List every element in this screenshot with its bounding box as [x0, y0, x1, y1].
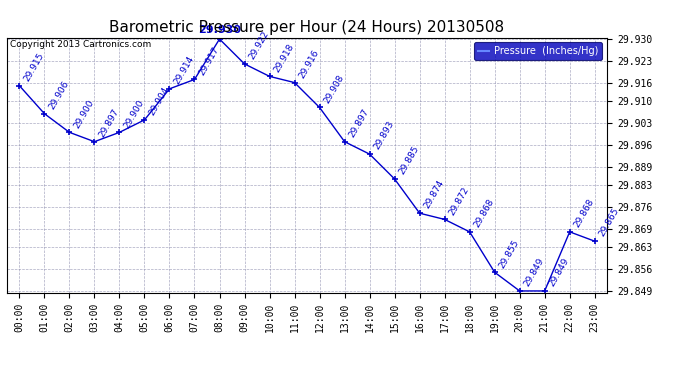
- Text: 29.855: 29.855: [497, 238, 521, 270]
- Text: 29.930: 29.930: [198, 25, 241, 35]
- Text: Copyright 2013 Cartronics.com: Copyright 2013 Cartronics.com: [10, 40, 151, 49]
- Text: 29.849: 29.849: [547, 256, 571, 288]
- Text: 29.914: 29.914: [172, 54, 196, 86]
- Text: 29.897: 29.897: [97, 107, 121, 139]
- Text: 29.917: 29.917: [197, 45, 221, 77]
- Text: 29.897: 29.897: [347, 107, 371, 139]
- Title: Barometric Pressure per Hour (24 Hours) 20130508: Barometric Pressure per Hour (24 Hours) …: [110, 20, 504, 35]
- Text: 29.865: 29.865: [598, 207, 621, 238]
- Text: 29.885: 29.885: [397, 144, 421, 176]
- Text: 29.904: 29.904: [147, 86, 170, 117]
- Text: 29.872: 29.872: [447, 185, 471, 217]
- Text: 29.900: 29.900: [122, 98, 146, 130]
- Text: 29.908: 29.908: [322, 73, 346, 105]
- Legend: Pressure  (Inches/Hg): Pressure (Inches/Hg): [473, 42, 602, 60]
- Text: 29.868: 29.868: [473, 197, 496, 229]
- Text: 29.874: 29.874: [422, 179, 446, 210]
- Text: 29.849: 29.849: [522, 256, 546, 288]
- Text: 29.906: 29.906: [47, 79, 71, 111]
- Text: 29.900: 29.900: [72, 98, 96, 130]
- Text: 29.915: 29.915: [22, 51, 46, 83]
- Text: 29.893: 29.893: [373, 120, 396, 152]
- Text: 29.868: 29.868: [573, 197, 596, 229]
- Text: 29.918: 29.918: [273, 42, 296, 74]
- Text: 29.922: 29.922: [247, 30, 270, 61]
- Text: 29.916: 29.916: [297, 48, 321, 80]
